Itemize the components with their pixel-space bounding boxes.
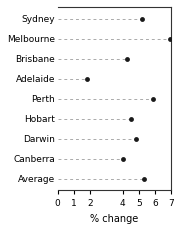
X-axis label: % change: % change [90, 214, 139, 224]
